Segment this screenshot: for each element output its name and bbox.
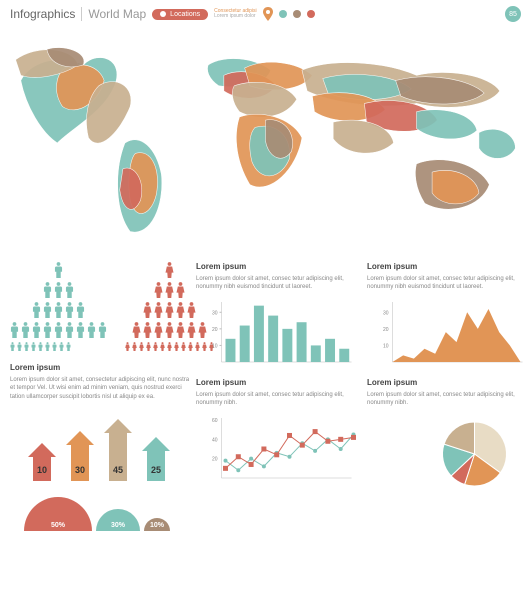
dot-rust <box>307 10 315 18</box>
lower-grid: Lorem ipsum Lorem ipsum dolor sit amet, … <box>0 258 531 543</box>
svg-text:20: 20 <box>212 456 218 462</box>
pie-title: Lorem ipsum <box>367 378 531 387</box>
line-title: Lorem ipsum <box>196 378 361 387</box>
area-body: Lorem ipsum dolor sit amet, consec tetur… <box>367 275 531 292</box>
svg-text:30: 30 <box>212 310 218 316</box>
text-title: Lorem ipsum <box>10 363 190 372</box>
locations-pill[interactable]: Locations <box>152 9 208 20</box>
dot-teal <box>279 10 287 18</box>
svg-text:10%: 10% <box>150 522 165 529</box>
line-body: Lorem ipsum dolor sit amet, consec tetur… <box>196 391 361 408</box>
svg-text:25: 25 <box>151 465 161 475</box>
svg-text:30: 30 <box>75 465 85 475</box>
svg-text:60: 60 <box>212 418 218 424</box>
svg-text:30: 30 <box>383 310 389 316</box>
text-body: Lorem ipsum dolor sit amet, consectetur … <box>10 376 190 401</box>
dot-brown <box>293 10 301 18</box>
area-chart: 10 20 30 <box>367 300 531 370</box>
line-chart: 20 40 60 <box>196 416 361 486</box>
semicircle-chart: 50% 30% 10% <box>10 491 190 533</box>
svg-text:10: 10 <box>383 343 389 349</box>
svg-text:40: 40 <box>212 437 218 443</box>
svg-text:30%: 30% <box>111 522 126 529</box>
title: Infographics <box>10 7 75 21</box>
arrow-chart: 10 30 45 25 <box>10 409 190 483</box>
area-title: Lorem ipsum <box>367 262 531 271</box>
svg-text:45: 45 <box>113 465 123 475</box>
pin-icon <box>160 11 166 17</box>
svg-text:10: 10 <box>37 465 47 475</box>
svg-text:20: 20 <box>383 327 389 333</box>
people-male-chart <box>10 262 107 355</box>
col-right: Lorem ipsum Lorem ipsum dolor sit amet, … <box>367 262 531 533</box>
pie-body: Lorem ipsum dolor sit amet, consec tetur… <box>367 391 531 408</box>
world-map <box>0 28 531 258</box>
svg-text:20: 20 <box>212 327 218 333</box>
marker-icon <box>263 7 273 21</box>
pie-chart <box>367 416 531 492</box>
col-mid: Lorem ipsum Lorem ipsum dolor sit amet, … <box>196 262 361 533</box>
bar-chart: 10 20 30 <box>196 300 361 370</box>
count-badge: 85 <box>505 6 521 22</box>
col-people: Lorem ipsum Lorem ipsum dolor sit amet, … <box>10 262 190 533</box>
svg-text:10: 10 <box>212 343 218 349</box>
bar-title: Lorem ipsum <box>196 262 361 271</box>
header: Infographics World Map Locations Consect… <box>0 0 531 28</box>
subtitle: World Map <box>81 7 146 21</box>
legend-text: Consectetur adipisi Lorem ipsum dolor <box>214 9 257 20</box>
bar-body: Lorem ipsum dolor sit amet, consec tetur… <box>196 275 361 292</box>
svg-text:50%: 50% <box>51 522 66 529</box>
pill-label: Locations <box>170 11 200 18</box>
